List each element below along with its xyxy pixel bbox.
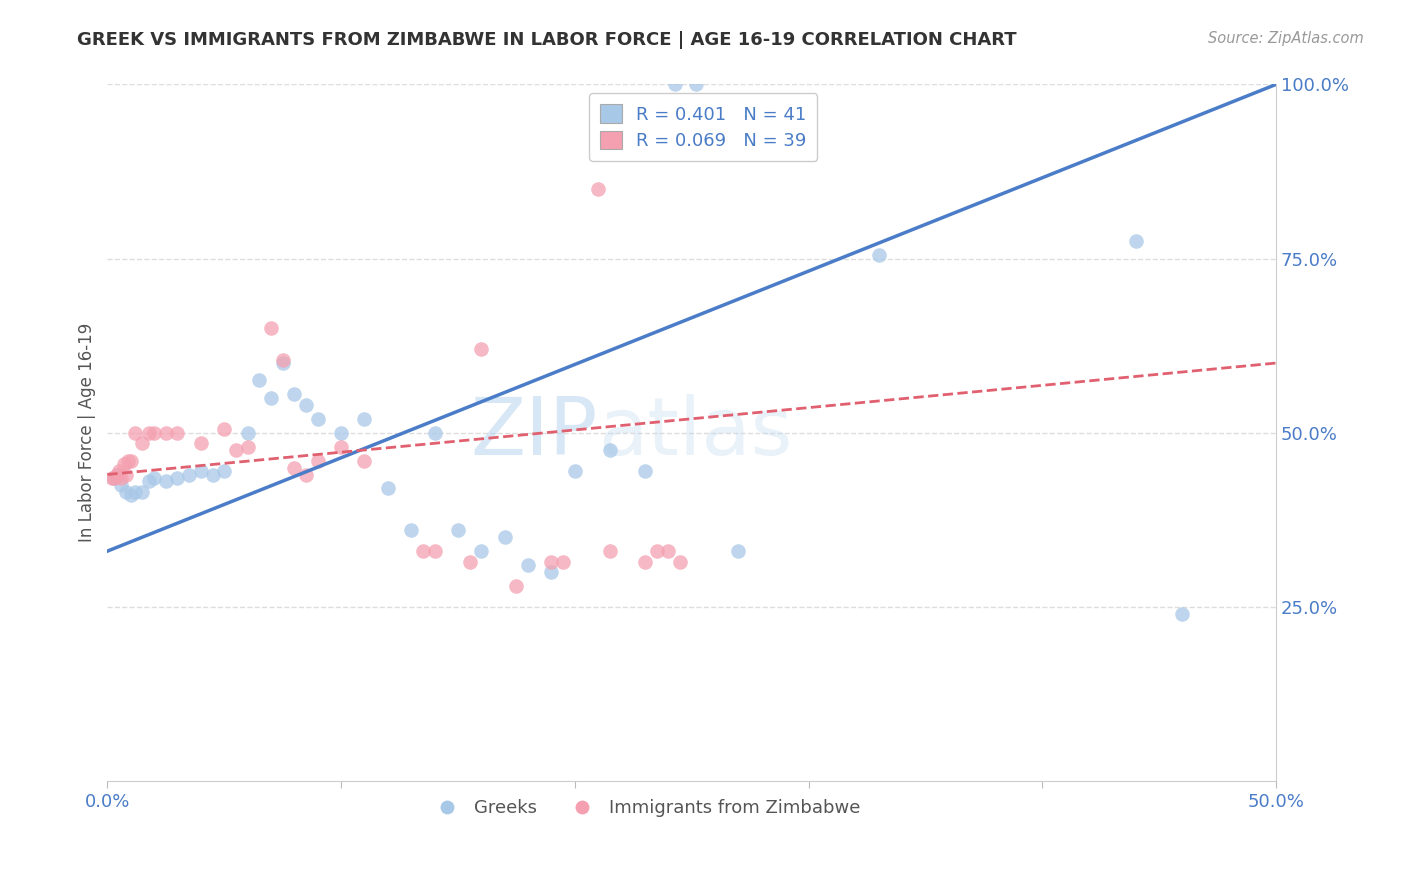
Point [115, 467, 138, 482]
Point [103, 471, 125, 485]
Point [166, 425, 188, 440]
Point [727, 544, 749, 558]
Point [540, 555, 562, 569]
Point [377, 482, 399, 496]
Point [664, 78, 686, 92]
Point [105, 467, 128, 482]
Point [179, 467, 201, 482]
Point [564, 464, 586, 478]
Point [236, 425, 259, 440]
Point [110, 471, 132, 485]
Point [124, 484, 146, 499]
Point [353, 453, 375, 467]
Text: atlas: atlas [598, 393, 793, 472]
Point [236, 440, 259, 454]
Point [669, 555, 692, 569]
Point [120, 453, 142, 467]
Point [112, 457, 135, 471]
Point [412, 544, 434, 558]
Legend: Greeks, Immigrants from Zimbabwe: Greeks, Immigrants from Zimbabwe [422, 792, 868, 824]
Point [155, 425, 177, 440]
Point [143, 425, 166, 440]
Point [131, 484, 153, 499]
Point [307, 453, 329, 467]
Point [470, 342, 492, 356]
Point [271, 352, 294, 367]
Point [166, 471, 188, 485]
Point [634, 464, 657, 478]
Point [307, 411, 329, 425]
Point [353, 411, 375, 425]
Point [599, 443, 621, 458]
Point [271, 356, 294, 370]
Point [260, 321, 283, 335]
Point [190, 436, 212, 450]
Point [470, 544, 492, 558]
Point [553, 555, 575, 569]
Point [423, 544, 446, 558]
Point [1125, 234, 1147, 248]
Point [295, 398, 318, 412]
Point [131, 436, 153, 450]
Point [494, 530, 516, 544]
Point [103, 471, 125, 485]
Text: GREEK VS IMMIGRANTS FROM ZIMBABWE IN LABOR FORCE | AGE 16-19 CORRELATION CHART: GREEK VS IMMIGRANTS FROM ZIMBABWE IN LAB… [77, 31, 1017, 49]
Point [517, 558, 540, 572]
Point [645, 544, 668, 558]
Point [110, 478, 132, 492]
Point [505, 579, 527, 593]
Point [458, 555, 481, 569]
Point [586, 182, 609, 196]
Point [108, 464, 131, 478]
Point [105, 467, 128, 482]
Point [201, 467, 224, 482]
Point [212, 464, 235, 478]
Point [138, 475, 160, 489]
Point [283, 460, 305, 475]
Point [225, 443, 247, 458]
Point [283, 387, 305, 401]
Point [447, 523, 470, 537]
Point [868, 248, 890, 262]
Point [117, 453, 139, 467]
Point [115, 484, 138, 499]
Point [399, 523, 422, 537]
Point [143, 471, 166, 485]
Point [124, 425, 146, 440]
Point [260, 391, 283, 405]
Point [685, 78, 707, 92]
Point [423, 425, 446, 440]
Point [190, 464, 212, 478]
Point [138, 425, 160, 440]
Point [599, 544, 621, 558]
Point [101, 471, 124, 485]
Point [540, 565, 562, 579]
Point [634, 555, 657, 569]
Point [155, 475, 177, 489]
Point [330, 440, 353, 454]
Text: Source: ZipAtlas.com: Source: ZipAtlas.com [1208, 31, 1364, 46]
Point [120, 488, 142, 502]
Point [295, 467, 318, 482]
Point [247, 374, 270, 388]
Text: ZIP: ZIP [471, 393, 598, 472]
Y-axis label: In Labor Force | Age 16-19: In Labor Force | Age 16-19 [79, 323, 96, 542]
Point [1171, 607, 1194, 621]
Point [212, 422, 235, 436]
Point [657, 544, 679, 558]
Point [330, 425, 353, 440]
